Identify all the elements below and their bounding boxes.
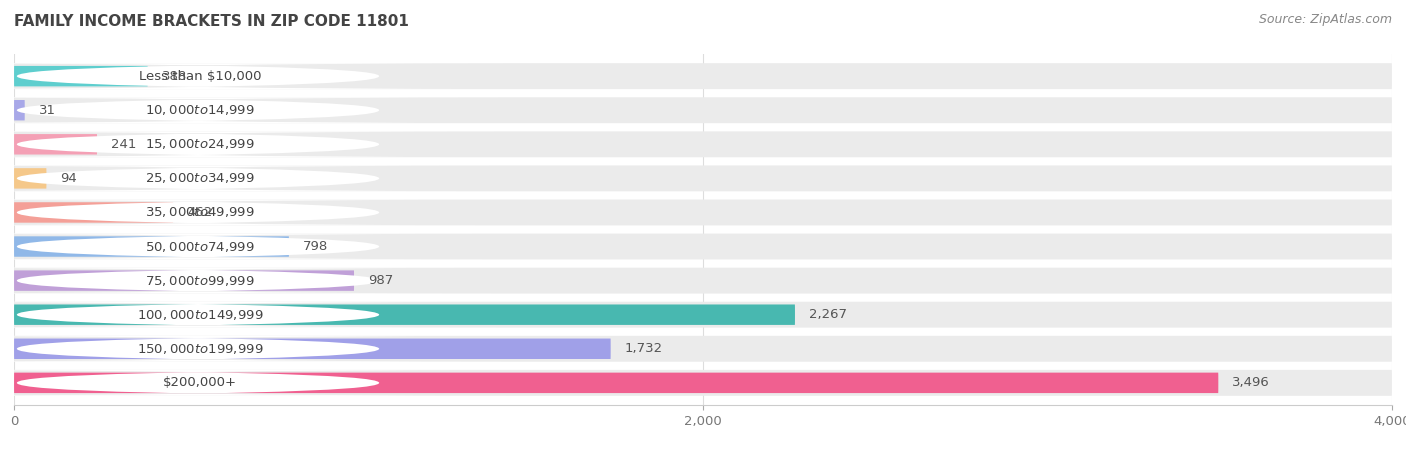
FancyBboxPatch shape [14, 373, 1219, 393]
Text: 3,496: 3,496 [1232, 376, 1270, 389]
Text: $50,000 to $74,999: $50,000 to $74,999 [145, 239, 254, 253]
Text: 1,732: 1,732 [624, 342, 662, 355]
Text: Less than $10,000: Less than $10,000 [139, 70, 262, 83]
FancyBboxPatch shape [14, 370, 1392, 396]
FancyBboxPatch shape [14, 302, 1392, 328]
FancyBboxPatch shape [0, 302, 540, 328]
Text: $75,000 to $99,999: $75,000 to $99,999 [145, 274, 254, 288]
Text: 2,267: 2,267 [808, 308, 846, 321]
Text: FAMILY INCOME BRACKETS IN ZIP CODE 11801: FAMILY INCOME BRACKETS IN ZIP CODE 11801 [14, 14, 409, 28]
FancyBboxPatch shape [0, 63, 540, 89]
Text: $200,000+: $200,000+ [163, 376, 238, 389]
Text: 31: 31 [38, 104, 55, 117]
FancyBboxPatch shape [14, 168, 46, 189]
FancyBboxPatch shape [0, 370, 540, 396]
FancyBboxPatch shape [0, 97, 540, 123]
Text: 987: 987 [368, 274, 394, 287]
FancyBboxPatch shape [14, 202, 173, 223]
FancyBboxPatch shape [0, 131, 540, 157]
FancyBboxPatch shape [14, 236, 290, 257]
FancyBboxPatch shape [14, 134, 97, 154]
Text: $15,000 to $24,999: $15,000 to $24,999 [145, 137, 254, 151]
FancyBboxPatch shape [14, 100, 25, 121]
FancyBboxPatch shape [0, 166, 540, 191]
FancyBboxPatch shape [14, 305, 794, 325]
FancyBboxPatch shape [0, 268, 540, 293]
Text: $150,000 to $199,999: $150,000 to $199,999 [136, 342, 263, 356]
Text: $35,000 to $49,999: $35,000 to $49,999 [145, 206, 254, 220]
FancyBboxPatch shape [14, 270, 354, 291]
FancyBboxPatch shape [14, 66, 148, 86]
Text: Source: ZipAtlas.com: Source: ZipAtlas.com [1258, 14, 1392, 27]
FancyBboxPatch shape [14, 336, 1392, 362]
FancyBboxPatch shape [0, 336, 540, 362]
FancyBboxPatch shape [14, 131, 1392, 157]
FancyBboxPatch shape [14, 234, 1392, 260]
Text: 94: 94 [60, 172, 77, 185]
Text: 798: 798 [302, 240, 328, 253]
Text: $25,000 to $34,999: $25,000 to $34,999 [145, 171, 254, 185]
FancyBboxPatch shape [14, 338, 610, 359]
Text: 241: 241 [111, 138, 136, 151]
Text: $10,000 to $14,999: $10,000 to $14,999 [145, 103, 254, 117]
FancyBboxPatch shape [14, 63, 1392, 89]
Text: 462: 462 [187, 206, 212, 219]
FancyBboxPatch shape [14, 97, 1392, 123]
Text: $100,000 to $149,999: $100,000 to $149,999 [136, 308, 263, 322]
FancyBboxPatch shape [14, 199, 1392, 225]
FancyBboxPatch shape [14, 268, 1392, 293]
FancyBboxPatch shape [0, 199, 540, 225]
FancyBboxPatch shape [14, 166, 1392, 191]
Text: 388: 388 [162, 70, 187, 83]
FancyBboxPatch shape [0, 234, 540, 260]
